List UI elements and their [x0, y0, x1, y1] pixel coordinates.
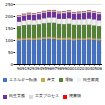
html-text:廃棄物: 廃棄物 [69, 93, 81, 99]
svg-text:06: 06 [97, 66, 103, 71]
html-text:90 91 92 93 94 95 96 97 98 99: 90 91 92 93 94 95 96 97 98 99 00 01 02 0… [17, 65, 97, 71]
html-text:運輸: 運輸 [65, 76, 73, 82]
svg-text:200: 200 [5, 14, 13, 19]
svg-text:150: 150 [5, 26, 13, 31]
svg-text:250: 250 [5, 2, 13, 7]
html-text:民生家庭: 民生家庭 [83, 76, 99, 82]
html-text:工業プロセス: 工業プロセス [35, 93, 59, 99]
html-text:民生業務: 民生業務 [9, 93, 25, 99]
svg-text:50: 50 [8, 50, 14, 55]
html-text:産業: 産業 [47, 76, 55, 82]
html-text:エネルギー転換: エネルギー転換 [9, 76, 37, 82]
svg-text:0: 0 [10, 62, 13, 67]
svg-text:100: 100 [5, 38, 13, 43]
